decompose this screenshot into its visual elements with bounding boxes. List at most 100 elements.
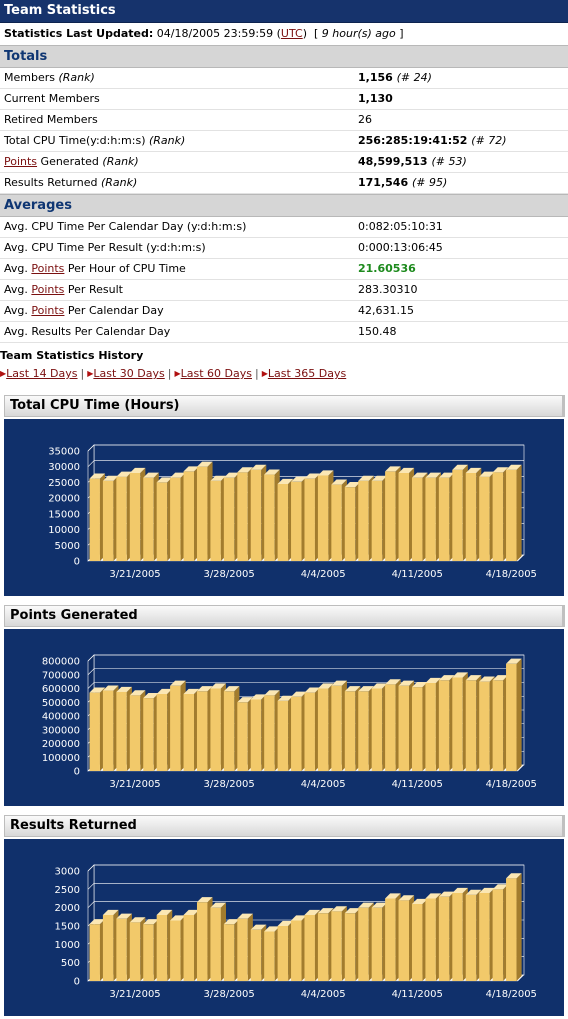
bar bbox=[438, 680, 450, 771]
bar-top bbox=[385, 893, 401, 899]
stat-row-points: Points Generated (Rank) 48,599,513 (# 53… bbox=[0, 152, 568, 173]
bar-top bbox=[264, 469, 280, 475]
x-tick-label: 3/21/2005 bbox=[109, 989, 160, 1000]
bar-top bbox=[506, 464, 522, 470]
bar-top bbox=[102, 475, 119, 481]
bar-top bbox=[344, 482, 361, 488]
bar bbox=[506, 663, 517, 771]
bar bbox=[385, 471, 396, 561]
bar-top bbox=[264, 926, 280, 932]
bar-top bbox=[317, 683, 334, 689]
stat-row-members: Members (Rank) 1,156 (# 24) bbox=[0, 68, 568, 89]
bar-top bbox=[479, 471, 495, 477]
bar-top bbox=[465, 675, 482, 681]
x-tick-label: 4/18/2005 bbox=[486, 779, 537, 790]
bar-top bbox=[250, 694, 267, 700]
bar-top bbox=[358, 686, 374, 692]
bar-top bbox=[304, 473, 321, 479]
bar bbox=[331, 911, 342, 981]
y-tick-label: 20000 bbox=[48, 494, 80, 505]
chart-title: Points Generated bbox=[4, 605, 565, 627]
stat-row-cpu-time: Total CPU Time(y:d:h:m:s) (Rank) 256:285… bbox=[0, 131, 568, 152]
bar bbox=[264, 931, 275, 981]
bar-top bbox=[492, 884, 509, 890]
bar bbox=[465, 680, 477, 771]
points-per-day-link[interactable]: Points bbox=[31, 304, 65, 317]
history-link-365-days[interactable]: Last 365 Days bbox=[267, 367, 347, 380]
bar-top bbox=[452, 887, 468, 893]
bar-top bbox=[129, 690, 146, 696]
y-tick-label: 0 bbox=[74, 557, 80, 568]
bar bbox=[183, 694, 195, 771]
bar bbox=[223, 477, 235, 561]
bar bbox=[129, 473, 141, 561]
bar bbox=[170, 685, 181, 771]
bar bbox=[264, 474, 275, 561]
bar-top bbox=[425, 472, 441, 478]
y-tick-label: 0 bbox=[74, 767, 80, 778]
bar-top bbox=[506, 873, 522, 879]
bar bbox=[465, 894, 477, 981]
bar bbox=[479, 681, 490, 771]
utc-link[interactable]: UTC bbox=[280, 27, 303, 40]
history-link-60-days[interactable]: Last 60 Days bbox=[180, 367, 252, 380]
bar-top bbox=[102, 909, 119, 915]
bar-top bbox=[317, 470, 334, 476]
current-members-value: 1,130 bbox=[358, 92, 393, 105]
cpu-per-day-label: Avg. CPU Time Per Calendar Day (y:d:h:m:… bbox=[4, 220, 247, 233]
history-link-14-days[interactable]: Last 14 Days bbox=[6, 367, 78, 380]
x-tick-label: 4/18/2005 bbox=[486, 569, 537, 580]
x-tick-label: 4/11/2005 bbox=[392, 989, 443, 1000]
bar bbox=[479, 476, 490, 561]
bar bbox=[304, 692, 315, 771]
bar-top bbox=[250, 924, 267, 930]
points-link[interactable]: Points bbox=[4, 155, 38, 168]
history-link-30-days[interactable]: Last 30 Days bbox=[93, 367, 165, 380]
bar-top bbox=[277, 695, 294, 701]
bar bbox=[196, 691, 208, 771]
points-per-hour-link[interactable]: Points bbox=[31, 262, 65, 275]
bar bbox=[358, 907, 369, 981]
bar bbox=[223, 691, 235, 771]
x-tick-label: 3/28/2005 bbox=[203, 779, 254, 790]
bar-top bbox=[291, 915, 307, 921]
x-tick-label: 3/28/2005 bbox=[203, 569, 254, 580]
bar-top bbox=[344, 908, 361, 914]
last-updated-row: Statistics Last Updated: 04/18/2005 23:5… bbox=[4, 27, 404, 40]
y-tick-label: 100000 bbox=[42, 753, 80, 764]
bar bbox=[317, 913, 329, 981]
y-tick-label: 5000 bbox=[55, 541, 80, 552]
points-per-result-link[interactable]: Points bbox=[31, 283, 65, 296]
bar bbox=[344, 691, 356, 771]
bar bbox=[116, 691, 127, 771]
bar bbox=[358, 480, 369, 561]
bar bbox=[143, 924, 154, 981]
y-tick-label: 800000 bbox=[42, 657, 80, 668]
bar-top bbox=[465, 889, 482, 895]
x-tick-label: 4/11/2005 bbox=[392, 779, 443, 790]
bar bbox=[264, 695, 275, 771]
bar bbox=[89, 692, 100, 771]
bar-top bbox=[398, 895, 415, 901]
bar-top bbox=[183, 909, 200, 915]
y-tick-label: 15000 bbox=[48, 509, 80, 520]
bar bbox=[398, 473, 410, 561]
points-rank-label: (Rank) bbox=[102, 155, 139, 168]
cpu-time-label: Total CPU Time(y:d:h:m:s) bbox=[4, 134, 146, 147]
bar-top bbox=[143, 919, 159, 925]
bar-top bbox=[277, 478, 294, 484]
bar bbox=[344, 913, 356, 981]
bar-top bbox=[291, 691, 307, 697]
bar-top bbox=[465, 467, 482, 473]
points-per-hour-value: 21.60536 bbox=[358, 262, 416, 275]
bar-top bbox=[425, 677, 441, 683]
bar-side bbox=[516, 464, 522, 561]
y-tick-label: 10000 bbox=[48, 525, 80, 536]
bar-top bbox=[237, 697, 253, 703]
bar bbox=[317, 475, 329, 561]
bar bbox=[89, 478, 100, 561]
bar-top bbox=[479, 887, 495, 893]
bar bbox=[250, 699, 262, 771]
results-rank: (# 95) bbox=[411, 176, 448, 189]
points-label: Generated bbox=[37, 155, 99, 168]
